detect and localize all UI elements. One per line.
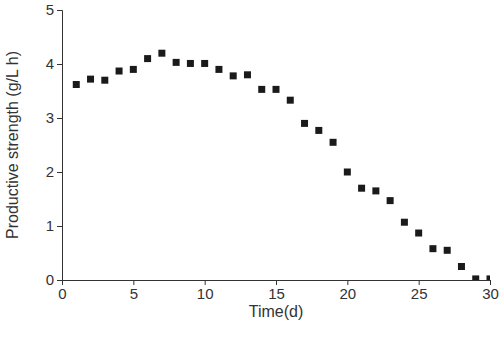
point <box>387 197 394 204</box>
tick: 2 <box>46 163 62 180</box>
point <box>116 68 123 75</box>
point <box>472 275 479 280</box>
tick-label: 25 <box>411 285 428 302</box>
point <box>73 81 80 88</box>
point <box>358 185 365 192</box>
tick: 5 <box>46 1 62 18</box>
point <box>215 66 222 73</box>
tick-mark <box>57 280 62 281</box>
tick-mark <box>57 10 62 11</box>
tick: 4 <box>46 55 62 72</box>
tick: 10 <box>197 280 214 302</box>
point <box>187 60 194 67</box>
point <box>487 275 491 280</box>
tick-label: 0 <box>46 271 54 288</box>
tick-label: 4 <box>46 55 54 72</box>
point <box>130 66 137 73</box>
tick-label: 2 <box>46 163 54 180</box>
tick-mark <box>57 64 62 65</box>
tick: 25 <box>411 280 428 302</box>
y-axis: 0 1 2 3 4 5 <box>46 1 63 288</box>
plot: 0 5 10 15 20 25 30 0 1 2 3 4 5 <box>46 1 499 301</box>
point <box>101 77 108 84</box>
axis-line <box>57 11 63 281</box>
point <box>301 120 308 127</box>
point <box>315 127 322 134</box>
tick-label: 30 <box>482 285 499 302</box>
point <box>201 60 208 67</box>
point <box>273 86 280 93</box>
tick: 3 <box>46 109 62 126</box>
point <box>244 71 251 78</box>
tick: 5 <box>130 280 138 302</box>
tick-label: 1 <box>46 217 54 234</box>
tick: 20 <box>339 280 356 302</box>
point <box>330 139 337 146</box>
tick: 15 <box>268 280 285 302</box>
tick-mark <box>57 172 62 173</box>
point <box>401 219 408 226</box>
tick: 0 <box>46 271 62 288</box>
y-axis-title: Productive strength (g/L h) <box>4 51 21 239</box>
tick-label: 5 <box>46 1 54 18</box>
point <box>458 263 465 270</box>
tick-mark <box>57 118 62 119</box>
point <box>173 59 180 66</box>
tick-label: 10 <box>197 285 214 302</box>
point <box>158 50 165 57</box>
point <box>444 247 451 254</box>
tick-label: 20 <box>339 285 356 302</box>
chart: 0 5 10 15 20 25 30 0 1 2 3 4 5 Time(d) Productive stre… <box>0 0 500 341</box>
point <box>87 76 94 83</box>
tick: 30 <box>482 280 499 302</box>
point <box>372 187 379 194</box>
tick: 0 <box>58 280 66 302</box>
point <box>429 245 436 252</box>
point <box>287 97 294 104</box>
x-axis: 0 5 10 15 20 25 30 <box>58 280 499 302</box>
point <box>230 72 237 79</box>
point <box>415 230 422 237</box>
points <box>73 50 490 280</box>
tick-label: 3 <box>46 109 54 126</box>
tick-label: 5 <box>130 285 138 302</box>
point <box>344 169 351 176</box>
point <box>258 86 265 93</box>
tick-label: 15 <box>268 285 285 302</box>
tick: 1 <box>46 217 62 234</box>
x-axis-title: Time(d) <box>249 303 304 320</box>
tick-label: 0 <box>58 285 66 302</box>
tick-mark <box>57 226 62 227</box>
point <box>144 55 151 62</box>
